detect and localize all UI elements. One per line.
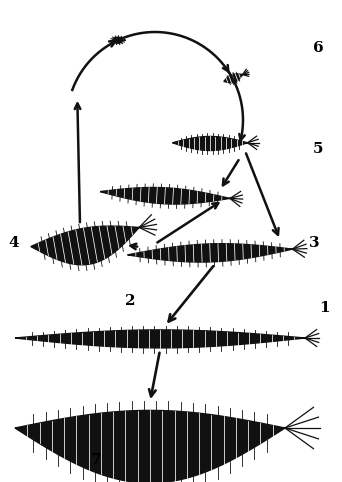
- Text: 1: 1: [319, 301, 330, 316]
- Text: 7: 7: [90, 453, 101, 468]
- Text: 5: 5: [313, 142, 323, 157]
- Polygon shape: [128, 244, 292, 262]
- Text: 2: 2: [125, 294, 135, 308]
- Text: 4: 4: [8, 236, 19, 251]
- Ellipse shape: [113, 37, 123, 43]
- Polygon shape: [15, 410, 285, 482]
- Text: 6: 6: [313, 41, 324, 55]
- Text: 3: 3: [309, 236, 320, 251]
- Polygon shape: [100, 187, 230, 204]
- Polygon shape: [224, 74, 242, 83]
- Polygon shape: [15, 330, 305, 348]
- Polygon shape: [31, 226, 139, 265]
- Polygon shape: [172, 136, 248, 150]
